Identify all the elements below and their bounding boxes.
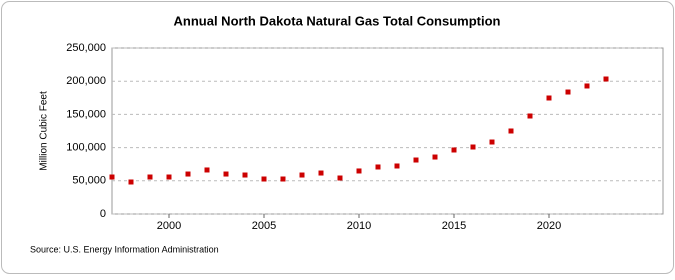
data-point: [413, 157, 419, 163]
y-tick-label: 150,000: [66, 108, 106, 120]
data-point: [128, 179, 134, 185]
y-tick-label: 250,000: [66, 42, 106, 54]
data-point: [337, 175, 343, 181]
y-tick-label: 50,000: [72, 175, 106, 187]
y-tick-label: 0: [100, 208, 106, 220]
data-point: [527, 113, 533, 119]
x-tick-label: 2010: [347, 220, 371, 232]
y-tick-label: 200,000: [66, 75, 106, 87]
data-point: [242, 172, 248, 178]
data-point: [546, 95, 552, 101]
data-point: [166, 174, 172, 180]
y-axis-label: Million Cubic Feet: [39, 91, 50, 171]
data-point: [603, 76, 609, 82]
data-point: [147, 174, 153, 180]
x-tick-label: 2015: [442, 220, 466, 232]
data-point: [489, 139, 495, 145]
data-point: [451, 147, 457, 153]
data-point: [584, 83, 590, 89]
data-point: [470, 144, 476, 150]
source-note: Source: U.S. Energy Information Administ…: [30, 244, 219, 254]
chart-title: Annual North Dakota Natural Gas Total Co…: [174, 13, 501, 28]
data-point: [280, 176, 286, 182]
data-point: [223, 171, 229, 177]
data-point: [299, 172, 305, 178]
data-point: [261, 176, 267, 182]
data-point: [185, 171, 191, 177]
data-point: [565, 89, 571, 95]
data-point: [318, 170, 324, 176]
x-tick-label: 2000: [157, 220, 181, 232]
data-point: [375, 164, 381, 170]
data-point: [204, 167, 210, 173]
data-point: [432, 154, 438, 160]
data-point: [508, 128, 514, 134]
data-point: [356, 168, 362, 174]
y-tick-label: 100,000: [66, 142, 106, 154]
plot-area: [111, 47, 664, 215]
x-tick-label: 2005: [252, 220, 276, 232]
x-tick-label: 2020: [537, 220, 561, 232]
data-point: [109, 174, 115, 180]
data-point: [394, 163, 400, 169]
